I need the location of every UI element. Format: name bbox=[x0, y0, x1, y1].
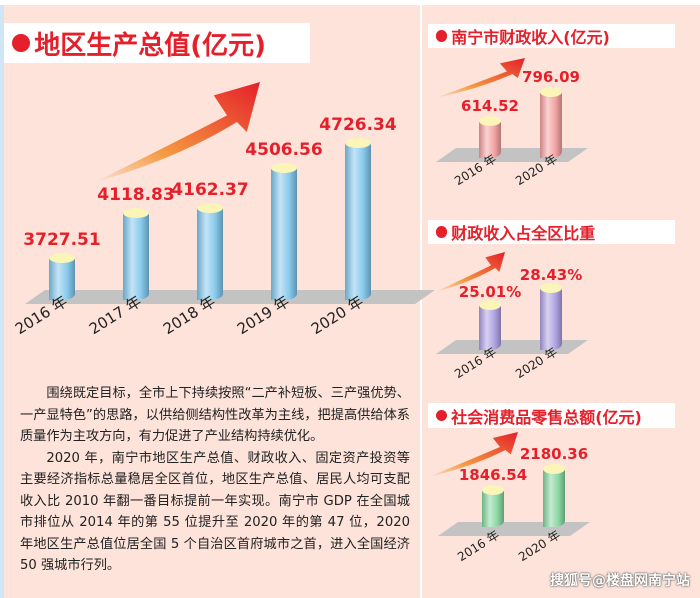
chart-title: 社会消费品零售总额(亿元) bbox=[428, 403, 675, 428]
bullet-icon bbox=[12, 33, 31, 53]
bar bbox=[49, 253, 75, 300]
bar-top bbox=[479, 116, 501, 126]
bar-top bbox=[123, 207, 149, 218]
chart-title: 地区生产总值(亿元) bbox=[4, 23, 310, 63]
bar bbox=[543, 464, 565, 527]
trend-arrow-icon bbox=[435, 58, 525, 98]
bar bbox=[482, 485, 504, 527]
bar bbox=[197, 202, 223, 300]
bar-top bbox=[197, 202, 223, 213]
value-label: 4118.83 bbox=[97, 184, 175, 205]
paragraph-2: 2020 年，南宁市地区生产总值、财政收入、固定资产投资等主要经济指标总量稳居全… bbox=[20, 450, 410, 574]
bar bbox=[345, 138, 371, 300]
value-label: 2180.36 bbox=[519, 445, 589, 463]
paragraph-1: 围绕既定目标，全市上下持续按照“二产补短板、三产强优势、一产显特色”的思路，以供… bbox=[20, 386, 410, 444]
chart-title-text: 地区生产总值(亿元) bbox=[34, 30, 266, 61]
value-label: 796.09 bbox=[522, 68, 580, 86]
bar bbox=[271, 163, 297, 300]
bar bbox=[540, 87, 562, 158]
bar-top bbox=[49, 253, 75, 263]
trend-arrow-icon bbox=[428, 432, 518, 477]
trend-arrow-icon bbox=[95, 82, 260, 182]
value-label: 4162.37 bbox=[171, 179, 249, 200]
bullet-icon bbox=[436, 30, 448, 42]
chart-floor bbox=[436, 148, 588, 162]
value-label: 614.52 bbox=[461, 97, 519, 115]
bar-top bbox=[482, 485, 504, 495]
bar-top bbox=[345, 138, 371, 148]
bar bbox=[479, 116, 501, 158]
chart-title: 财政收入占全区比重 bbox=[428, 220, 675, 244]
bullet-icon bbox=[436, 409, 448, 422]
bar bbox=[540, 283, 562, 350]
value-label: 4726.34 bbox=[319, 115, 397, 135]
bar-top bbox=[271, 163, 297, 174]
chart-title: 南宁市财政收入(亿元) bbox=[428, 24, 675, 48]
bar-top bbox=[479, 300, 501, 310]
body-text: 围绕既定目标，全市上下持续按照“二产补短板、三产强优势、一产显特色”的思路，以供… bbox=[20, 383, 410, 577]
bar bbox=[123, 207, 149, 300]
bar bbox=[479, 300, 501, 350]
chart-floor bbox=[25, 290, 435, 304]
bar-top bbox=[540, 87, 562, 97]
value-label: 1846.54 bbox=[458, 466, 528, 484]
chart-title-text: 财政收入占全区比重 bbox=[451, 224, 596, 243]
watermark: 搜狐号@楼盘网南宁站 bbox=[550, 573, 690, 589]
value-label: 25.01% bbox=[458, 283, 522, 301]
value-label: 3727.51 bbox=[23, 230, 101, 250]
chart-floor bbox=[436, 340, 588, 354]
bar-top bbox=[543, 464, 565, 474]
value-label: 4506.56 bbox=[245, 140, 323, 161]
chart-title-text: 社会消费品零售总额(亿元) bbox=[451, 407, 642, 427]
value-label: 28.43% bbox=[519, 266, 583, 284]
bar-top bbox=[540, 283, 562, 293]
bullet-icon bbox=[436, 226, 448, 238]
trend-arrow-icon bbox=[435, 252, 505, 292]
chart-title-text: 南宁市财政收入(亿元) bbox=[451, 28, 610, 47]
chart-floor bbox=[438, 522, 590, 536]
